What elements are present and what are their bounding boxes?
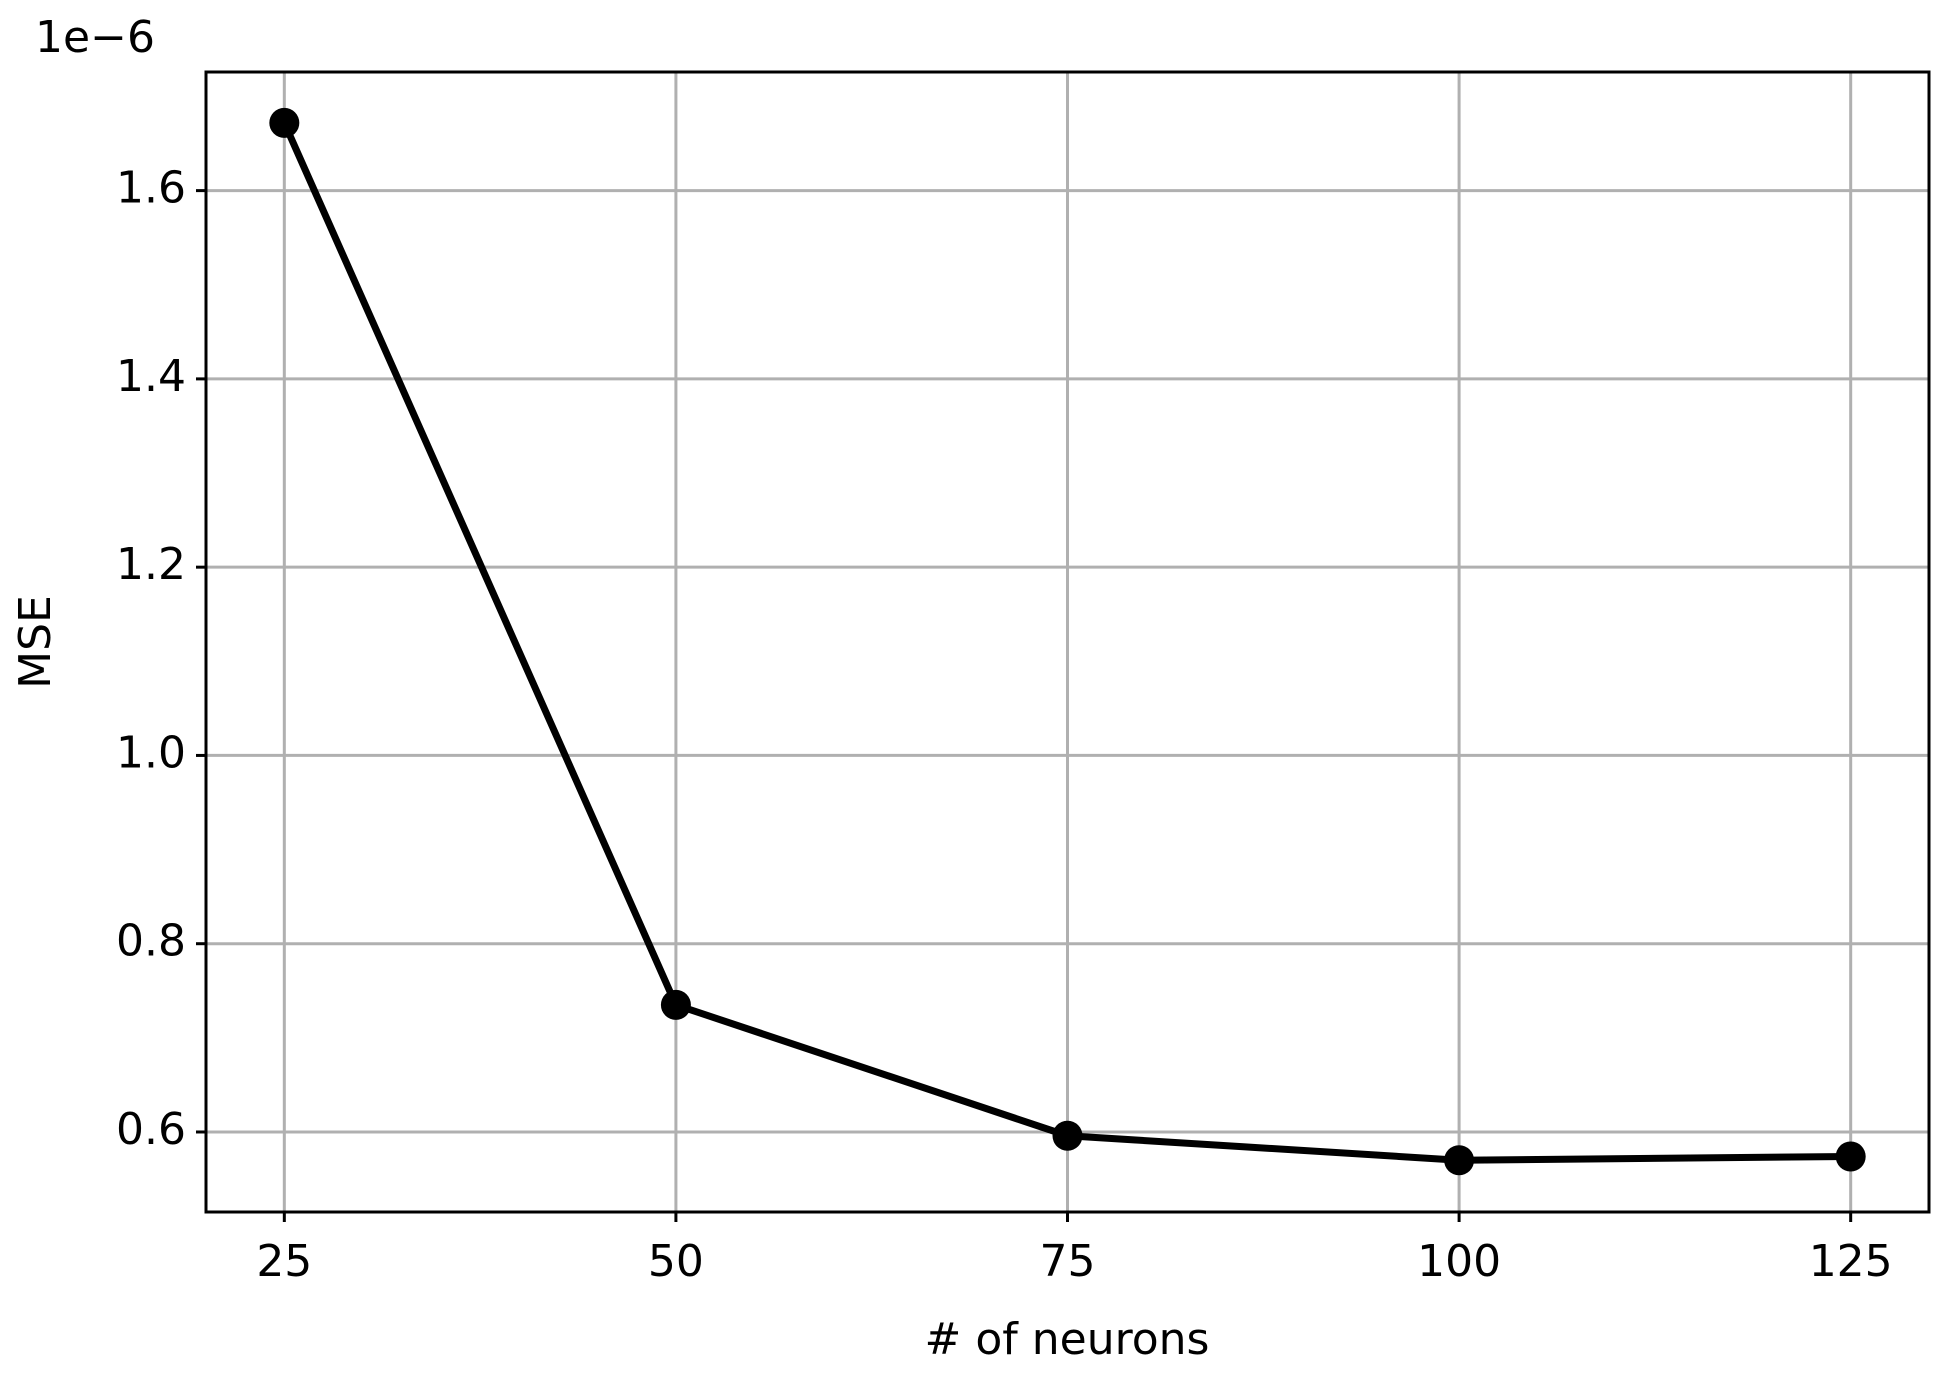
data-point (269, 107, 300, 138)
x-tick-label: 25 (256, 1236, 312, 1287)
y-axis-label: MSE (10, 595, 61, 689)
x-tick-label: 75 (1040, 1236, 1096, 1287)
x-tick-label: 125 (1809, 1236, 1893, 1287)
y-tick-label: 1.6 (116, 163, 186, 214)
data-point (660, 989, 691, 1020)
data-point (1835, 1141, 1866, 1172)
y-tick-label: 1.2 (116, 539, 186, 590)
y-tick-label: 1.4 (116, 351, 186, 402)
y-offset-label: 1e−6 (35, 12, 155, 63)
x-tick-label: 100 (1417, 1236, 1501, 1287)
plot-frame (204, 70, 1931, 1214)
data-point (1052, 1120, 1083, 1151)
y-tick-label: 0.8 (116, 916, 186, 967)
y-tick-label: 1.0 (116, 727, 186, 778)
x-tick-label: 50 (648, 1236, 704, 1287)
x-axis-label: # of neurons (925, 1314, 1210, 1365)
data-point (1444, 1145, 1475, 1176)
y-tick-label: 0.6 (116, 1104, 186, 1155)
